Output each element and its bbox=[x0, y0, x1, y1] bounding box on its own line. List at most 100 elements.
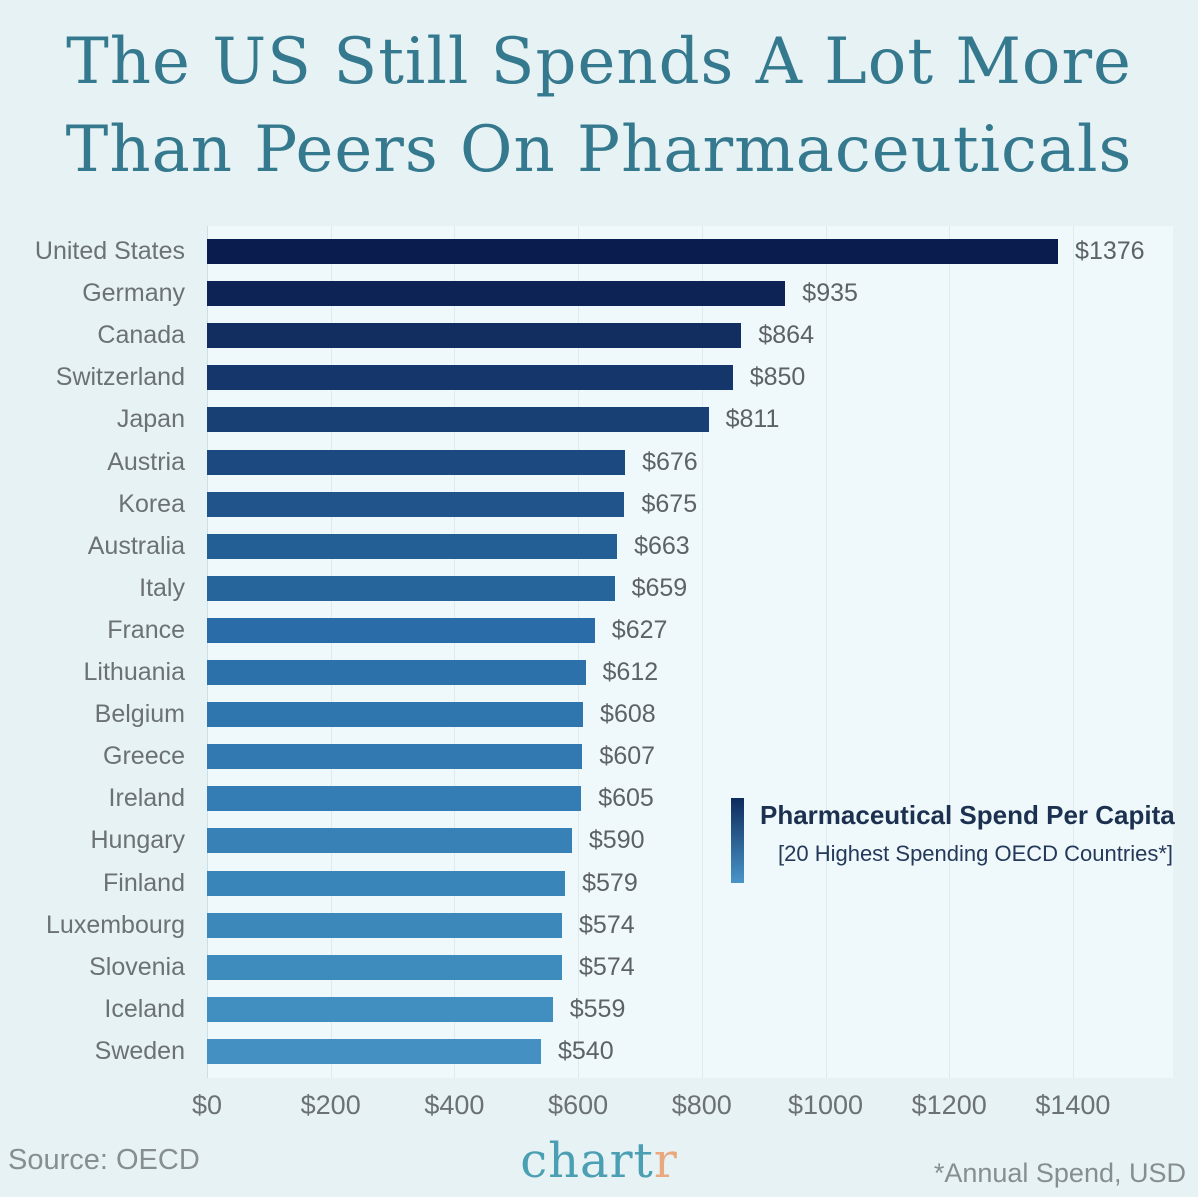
country-label: Australia bbox=[87, 531, 185, 560]
bar bbox=[207, 702, 584, 728]
chartr-logo-main: chart bbox=[520, 1133, 654, 1189]
bar bbox=[207, 786, 582, 812]
bar-row: Greece $607 bbox=[0, 735, 1198, 777]
country-label: Luxembourg bbox=[46, 910, 185, 939]
value-label: $627 bbox=[611, 615, 668, 644]
x-tick-label: $800 bbox=[671, 1090, 732, 1120]
country-label: France bbox=[107, 615, 185, 644]
value-label: $607 bbox=[599, 742, 656, 771]
country-label: Greece bbox=[103, 742, 185, 771]
source-note: Source: OECD bbox=[8, 1144, 200, 1176]
country-label: Austria bbox=[107, 447, 185, 476]
gridline-1400 bbox=[1072, 226, 1074, 1078]
bar-row: United States $1376 bbox=[0, 230, 1198, 272]
bar bbox=[207, 1038, 541, 1064]
value-label: $850 bbox=[749, 363, 806, 392]
x-tick-label: $0 bbox=[191, 1090, 223, 1120]
bar bbox=[207, 828, 572, 854]
bar bbox=[207, 365, 733, 391]
bar bbox=[207, 239, 1059, 264]
country-label: Italy bbox=[139, 573, 185, 602]
x-tick-label: $1400 bbox=[1035, 1090, 1111, 1120]
bar-row: France $627 bbox=[0, 609, 1198, 651]
x-axis: $0 $200 $400 $600 $800 $1000 $1200 $1400 bbox=[0, 1090, 1198, 1130]
chartr-logo: chartr bbox=[0, 1133, 1198, 1189]
x-tick-label: $200 bbox=[300, 1090, 361, 1120]
gridline-1200 bbox=[949, 226, 951, 1078]
country-label: Iceland bbox=[104, 994, 185, 1023]
bar bbox=[207, 912, 563, 938]
value-label: $590 bbox=[588, 826, 645, 855]
x-tick-label: $1200 bbox=[911, 1090, 987, 1120]
bar-row: Korea $675 bbox=[0, 483, 1198, 525]
value-label: $579 bbox=[582, 868, 638, 897]
country-label: Finland bbox=[103, 868, 185, 897]
country-label: Germany bbox=[82, 279, 185, 308]
country-label: Switzerland bbox=[55, 363, 185, 392]
country-label: Belgium bbox=[94, 700, 185, 729]
value-label: $864 bbox=[758, 321, 814, 350]
bar bbox=[207, 660, 586, 685]
bar bbox=[207, 323, 742, 349]
legend-subtitle: [20 Highest Spending OECD Countries*] bbox=[778, 841, 1173, 866]
country-label: Lithuania bbox=[83, 658, 185, 686]
value-label: $608 bbox=[600, 700, 656, 729]
legend-gradient-swatch bbox=[731, 798, 744, 883]
legend-text: Pharmaceutical Spend Per Capita [20 High… bbox=[760, 795, 1191, 873]
bar bbox=[207, 491, 625, 517]
x-tick-label: $1000 bbox=[787, 1090, 864, 1120]
bar bbox=[207, 996, 553, 1022]
bar bbox=[207, 575, 615, 601]
country-label: United States bbox=[34, 237, 185, 265]
annual-spend-note: *Annual Spend, USD bbox=[933, 1158, 1186, 1188]
bar-row: Slovenia $574 bbox=[0, 946, 1198, 988]
bar-row: Canada $864 bbox=[0, 314, 1198, 356]
country-label: Ireland bbox=[108, 784, 185, 813]
value-label: $675 bbox=[641, 489, 698, 518]
bar bbox=[207, 617, 595, 643]
bar-row: Lithuania $612 bbox=[0, 651, 1198, 693]
bar bbox=[207, 744, 583, 770]
x-tick-label: $600 bbox=[548, 1090, 609, 1120]
bar-row: Sweden $540 bbox=[0, 1030, 1198, 1072]
country-label: Korea bbox=[118, 489, 185, 518]
bar bbox=[207, 533, 618, 559]
value-label: $559 bbox=[569, 994, 626, 1023]
value-label: $605 bbox=[598, 784, 654, 813]
gridline-0 bbox=[207, 226, 208, 1078]
chart-title: The US Still Spends A Lot More Than Peer… bbox=[0, 18, 1198, 194]
value-label: $574 bbox=[579, 952, 635, 981]
country-label: Japan bbox=[116, 405, 185, 434]
country-label: Hungary bbox=[90, 826, 186, 855]
chart-title-line2: Than Peers On Pharmaceuticals bbox=[65, 113, 1133, 187]
value-label: $811 bbox=[725, 405, 780, 434]
gridline-400 bbox=[454, 226, 456, 1078]
gridline-200 bbox=[330, 226, 332, 1078]
gridline-600 bbox=[578, 226, 580, 1078]
bar-row: Luxembourg $574 bbox=[0, 904, 1198, 946]
bar-row: Belgium $608 bbox=[0, 693, 1198, 735]
value-label: $676 bbox=[642, 447, 698, 476]
value-label: $663 bbox=[634, 531, 690, 560]
value-label: $935 bbox=[802, 279, 858, 308]
legend-title: Pharmaceutical Spend Per Capita bbox=[760, 800, 1175, 830]
value-label: $574 bbox=[579, 910, 635, 939]
bar bbox=[207, 281, 786, 307]
country-label: Slovenia bbox=[89, 952, 185, 981]
bar-row: Japan $811 bbox=[0, 398, 1198, 440]
bar-row: Hungary $590 bbox=[0, 819, 1198, 861]
bar-row: Italy $659 bbox=[0, 567, 1198, 609]
bar-row: Ireland $605 bbox=[0, 777, 1198, 819]
bar-row: Iceland $559 bbox=[0, 988, 1198, 1030]
x-tick-label: $400 bbox=[424, 1090, 485, 1120]
gridline-1000 bbox=[825, 226, 827, 1078]
chart-legend: Pharmaceutical Spend Per Capita [20 High… bbox=[731, 795, 1191, 883]
bar-chart: United States $1376 Germany $935 Canada $864 S… bbox=[0, 226, 1198, 1078]
country-label: Sweden bbox=[94, 1036, 185, 1065]
gridline-800 bbox=[701, 226, 703, 1078]
chartr-logo-accent: r bbox=[653, 1133, 678, 1189]
value-label: $1376 bbox=[1075, 237, 1145, 265]
chart-title-line1: The US Still Spends A Lot More bbox=[66, 25, 1132, 99]
bar-row: Germany $935 bbox=[0, 272, 1198, 314]
